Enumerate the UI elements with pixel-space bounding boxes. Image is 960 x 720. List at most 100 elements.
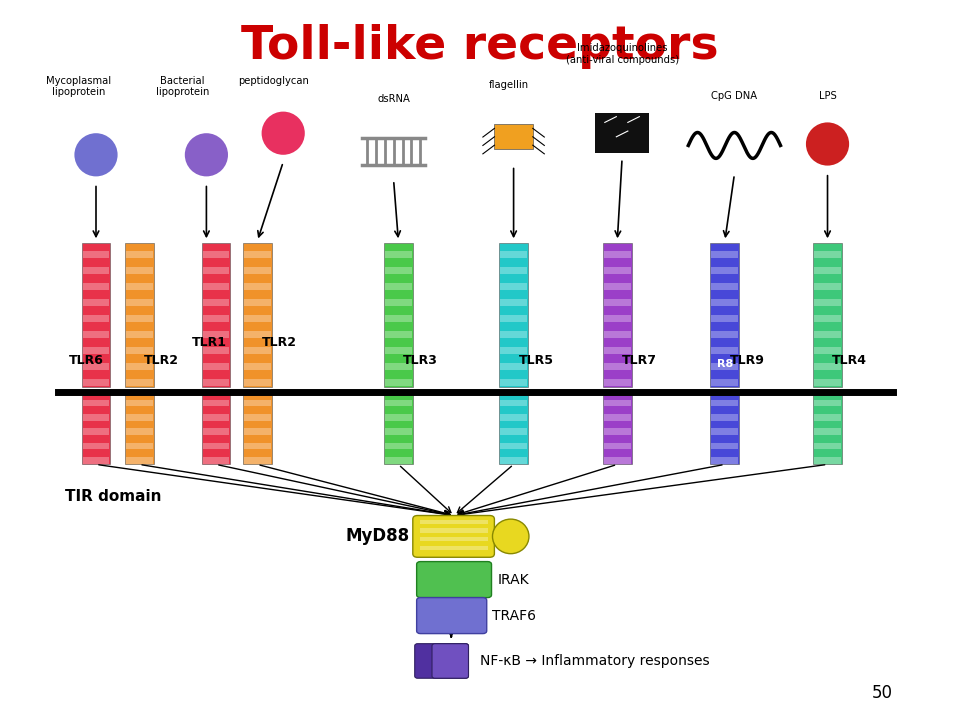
Text: TLR6: TLR6 [69,354,104,366]
Bar [244,299,271,306]
Bar [126,251,153,258]
Bar [244,379,271,386]
Ellipse shape [75,133,117,176]
Bar [500,457,527,464]
Bar [385,414,412,420]
Bar [814,379,841,386]
FancyBboxPatch shape [415,644,468,678]
Bar [244,363,271,370]
Bar [203,299,229,306]
Bar [710,392,739,464]
Text: TLR3: TLR3 [403,354,438,366]
Bar [203,315,229,322]
Bar [604,251,631,258]
Bar [814,457,841,464]
Text: flagellin: flagellin [489,80,529,90]
Bar [203,457,229,464]
Bar [244,457,271,464]
Bar [203,363,229,370]
Bar [814,266,841,274]
Bar [126,457,153,464]
Bar [243,243,272,387]
Bar [203,414,229,420]
Bar [83,363,109,370]
Bar [203,346,229,354]
Bar [126,400,153,406]
Bar [711,330,738,338]
Bar [83,299,109,306]
Bar [500,346,527,354]
Bar [604,443,631,449]
Bar [603,392,632,464]
Text: TLR7: TLR7 [622,354,657,366]
Bar [126,266,153,274]
Bar [385,363,412,370]
Text: R8: R8 [717,359,732,369]
Bar [126,346,153,354]
Bar [499,392,528,464]
Ellipse shape [805,122,849,166]
Bar [711,457,738,464]
Bar [420,528,488,533]
Bar [385,400,412,406]
Bar [385,330,412,338]
Bar [814,363,841,370]
Bar [814,283,841,290]
Text: Mycoplasmal
lipoprotein: Mycoplasmal lipoprotein [46,76,111,97]
Bar [711,315,738,322]
Bar [244,443,271,449]
Text: MyD88: MyD88 [346,527,410,546]
Bar [813,392,842,464]
Bar [500,330,527,338]
Bar [711,346,738,354]
Bar [244,414,271,420]
Bar [385,457,412,464]
Bar [595,113,649,153]
Bar [711,251,738,258]
Bar [814,346,841,354]
Bar [604,363,631,370]
Bar [244,315,271,322]
Bar [710,243,739,387]
Bar [500,428,527,435]
Text: TLR9: TLR9 [730,354,764,366]
Bar [494,124,533,149]
Bar [711,363,738,370]
Bar [385,299,412,306]
Bar [202,243,230,387]
Bar [126,315,153,322]
Bar [126,379,153,386]
Text: CpG DNA: CpG DNA [711,91,757,101]
Text: TLR2: TLR2 [262,336,297,348]
Bar [244,428,271,435]
Text: Imidazoquinolines
(anti-viral compounds): Imidazoquinolines (anti-viral compounds) [565,43,679,65]
Text: NF-κB → Inflammatory responses: NF-κB → Inflammatory responses [480,654,709,668]
Bar [711,283,738,290]
Text: TLR1: TLR1 [192,336,227,348]
Bar [385,283,412,290]
Bar [500,414,527,420]
Bar [385,346,412,354]
Bar [711,414,738,420]
Bar [711,400,738,406]
Bar [83,379,109,386]
Bar [385,428,412,435]
Bar [83,315,109,322]
Text: TIR domain: TIR domain [65,490,162,504]
Ellipse shape [492,519,529,554]
Text: TLR4: TLR4 [832,354,867,366]
Bar [604,400,631,406]
Bar [83,400,109,406]
Bar [814,443,841,449]
Bar [385,379,412,386]
Bar [711,379,738,386]
Bar [83,443,109,449]
FancyBboxPatch shape [417,598,487,634]
Bar [604,315,631,322]
Bar [126,363,153,370]
Bar [203,379,229,386]
Bar [604,428,631,435]
Bar [203,266,229,274]
Bar [604,299,631,306]
Bar [125,392,154,464]
